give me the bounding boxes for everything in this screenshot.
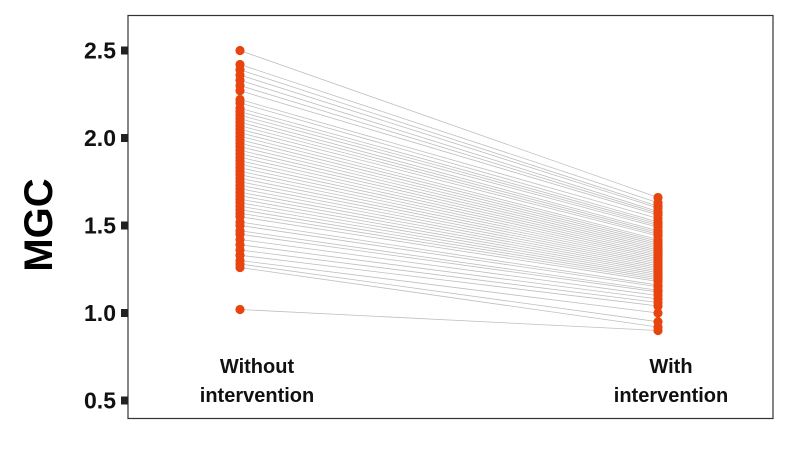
pair-line <box>239 102 659 223</box>
pair-line <box>239 99 659 219</box>
pair-line <box>239 146 659 247</box>
data-point <box>653 301 663 311</box>
pair-line <box>239 69 659 207</box>
data-points <box>235 45 663 336</box>
pair-line <box>239 50 659 198</box>
pair-line <box>239 263 659 323</box>
pair-line <box>239 132 659 240</box>
y-tick-label: 2.0 <box>84 125 116 151</box>
pair-line <box>239 107 659 225</box>
pair-line <box>239 128 659 237</box>
pair-line <box>239 139 659 244</box>
pair-line <box>239 191 659 270</box>
data-point <box>235 304 245 315</box>
pair-line <box>239 163 659 256</box>
data-point <box>235 45 245 56</box>
pair-lines <box>239 50 659 331</box>
pair-line <box>239 216 659 282</box>
y-tick-mark <box>121 134 128 142</box>
pair-line <box>239 260 659 314</box>
pair-line <box>239 230 659 291</box>
pair-line <box>239 225 659 288</box>
pair-line <box>239 111 659 226</box>
pair-line <box>239 188 659 268</box>
pair-line <box>239 85 659 214</box>
data-point <box>653 325 663 336</box>
pair-line <box>239 121 659 233</box>
pair-line <box>239 90 659 216</box>
pair-line <box>239 125 659 235</box>
pair-line <box>239 156 659 253</box>
pair-line <box>239 181 659 265</box>
pair-line <box>239 233 659 293</box>
pair-line <box>239 64 659 204</box>
pair-line <box>239 198 659 274</box>
y-axis: 0.5 1.0 1.5 2.0 2.5 <box>84 38 128 414</box>
pair-line <box>239 142 659 246</box>
y-tick-mark <box>121 309 128 317</box>
x-category-label: Without intervention <box>200 356 314 407</box>
y-tick-label: 0.5 <box>84 388 116 414</box>
pair-line <box>239 79 659 212</box>
pair-line <box>239 202 659 275</box>
pair-line <box>239 174 659 261</box>
pair-line <box>239 249 659 303</box>
y-tick-mark <box>121 221 128 230</box>
pair-line <box>239 254 659 307</box>
pair-line <box>239 149 659 249</box>
pair-line <box>239 209 659 279</box>
pair-line <box>239 118 659 232</box>
y-tick-mark <box>121 396 128 405</box>
pair-line <box>239 170 659 260</box>
x-axis-labels: Without intervention With intervention <box>200 356 728 407</box>
pair-line <box>239 184 659 267</box>
y-tick-label: 1.0 <box>84 300 116 326</box>
pair-line <box>239 244 659 300</box>
pair-line <box>239 160 659 254</box>
data-point <box>235 86 245 96</box>
pair-line <box>239 221 659 286</box>
plot-frame <box>127 14 774 420</box>
y-tick-label: 2.5 <box>84 38 116 64</box>
data-point <box>653 308 663 318</box>
y-axis-title: MGC <box>17 178 61 271</box>
y-tick-mark <box>121 46 128 55</box>
pair-line <box>239 205 659 277</box>
pair-line <box>239 135 659 242</box>
pair-line <box>239 309 659 331</box>
pair-line <box>239 177 659 263</box>
pair-line <box>239 212 659 281</box>
data-point <box>235 262 245 273</box>
x-category-label: With intervention <box>614 356 728 407</box>
pair-line <box>239 267 659 328</box>
y-tick-label: 1.5 <box>84 213 116 239</box>
pair-line <box>239 239 659 296</box>
pair-line <box>239 74 659 209</box>
pair-line <box>239 114 659 228</box>
pair-line <box>239 167 659 258</box>
pair-line <box>239 195 659 272</box>
pair-line <box>239 153 659 251</box>
